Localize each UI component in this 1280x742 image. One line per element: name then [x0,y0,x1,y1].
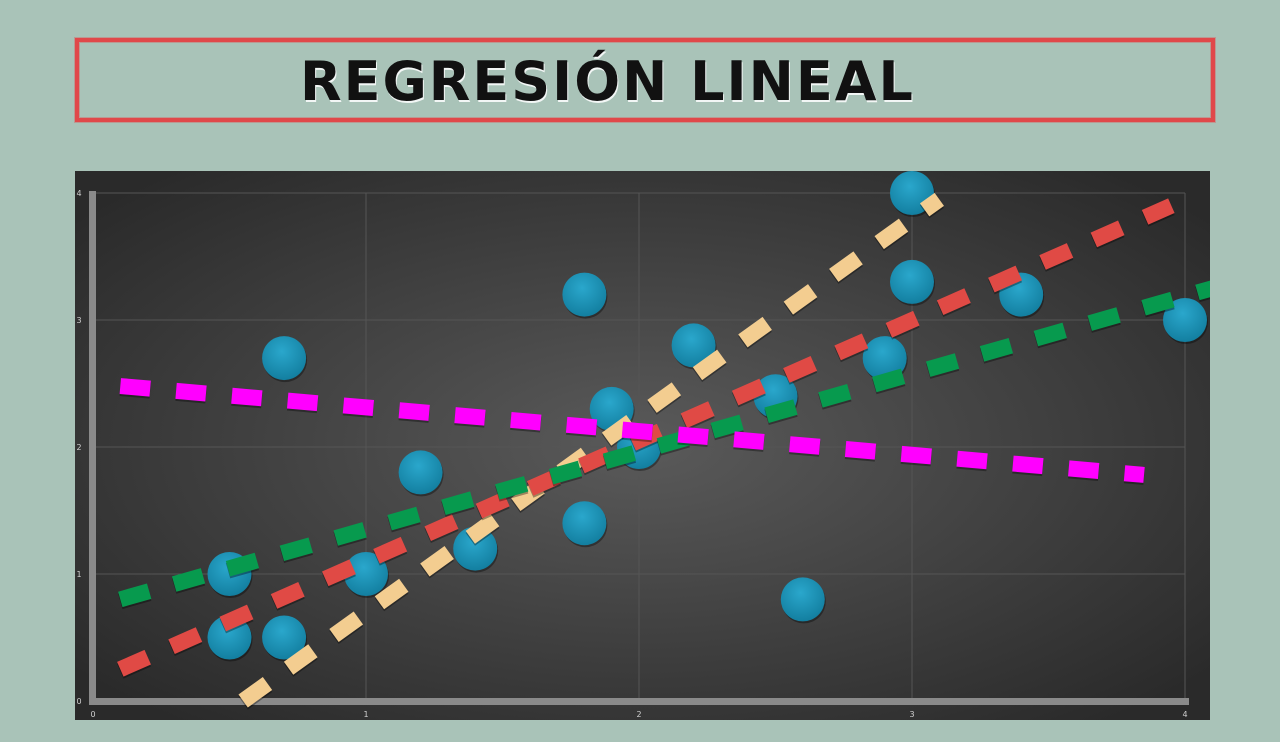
x-tick-label: 4 [1182,710,1187,719]
data-point [671,323,716,368]
data-point [262,615,307,660]
data-point [862,336,907,381]
data-points [207,171,1208,662]
x-tick-label: 2 [636,710,641,719]
regression-line [119,378,1145,483]
page-title: REGRESIÓN LINEAL [300,50,915,113]
y-tick-label: 4 [76,189,81,198]
title-frame [75,38,1215,122]
y-tick-label: 3 [76,316,81,325]
data-point [562,501,607,546]
regression-line [118,280,1210,608]
x-tick-label: 3 [909,710,914,719]
data-point [453,526,498,571]
data-point [207,615,252,660]
data-point [1163,298,1207,342]
data-point [398,450,443,495]
tick-labels: 0 1 2 3 4 0 1 2 3 4 [76,189,1187,719]
axes [89,191,1189,705]
data-point [780,577,825,622]
data-point [262,336,307,381]
regression-lines [117,192,1210,710]
x-axis-bar [89,698,1189,705]
x-tick-label: 1 [363,710,368,719]
data-point [562,272,607,317]
y-tick-label: 2 [76,443,81,452]
y-tick-label: 1 [76,570,81,579]
data-point [344,552,388,596]
chart-svg: 0 1 2 3 4 0 1 2 3 4 [75,171,1210,720]
regression-chart: 0 1 2 3 4 0 1 2 3 4 [75,171,1210,720]
y-tick-label: 0 [76,697,81,706]
data-point [890,259,934,304]
x-tick-label: 0 [90,710,95,719]
y-axis-bar [89,191,96,705]
